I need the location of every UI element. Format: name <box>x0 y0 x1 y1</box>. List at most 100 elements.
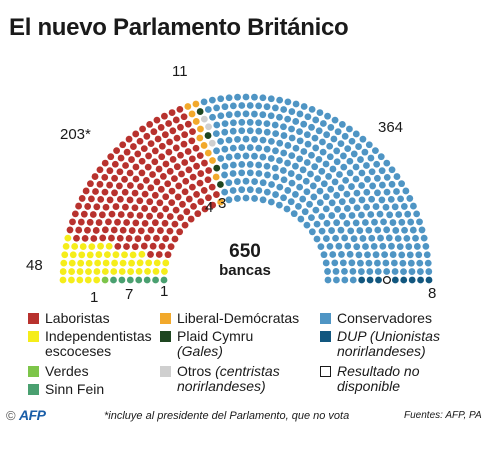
seat-dot <box>251 93 258 101</box>
seat-dot <box>303 221 311 229</box>
seat-dot <box>101 268 109 275</box>
seat-dot <box>259 94 267 102</box>
seat-dot <box>333 219 341 227</box>
seat-dot <box>234 135 241 143</box>
seat-dot <box>85 259 93 267</box>
seat-dot <box>143 132 151 140</box>
legend-label: Liberal-Demócratas <box>177 310 300 326</box>
seat-dot <box>196 152 204 160</box>
seat-dot <box>119 226 127 234</box>
seat-dot <box>287 170 295 177</box>
seat-dot <box>296 128 303 136</box>
seat-dot <box>92 227 100 234</box>
seat-dot <box>181 221 189 229</box>
seat-dot <box>213 147 220 155</box>
seat-dot <box>166 138 173 146</box>
seat-dot <box>162 160 170 168</box>
seat-dot <box>280 106 288 113</box>
seat-dot <box>316 187 324 195</box>
seat-dot <box>378 167 386 175</box>
seat-dot <box>79 243 87 250</box>
seat-dot <box>188 183 196 191</box>
seat-dot <box>320 251 328 259</box>
seat-dot <box>380 218 387 226</box>
legend-sublabel: norirlandeses) <box>337 343 426 359</box>
seat-dot <box>78 195 86 202</box>
seat-dot <box>381 251 389 258</box>
legend-swatch <box>28 384 39 395</box>
seat-dot <box>337 140 345 148</box>
seat-dot <box>134 150 142 158</box>
seat-dot <box>212 130 220 138</box>
seat-dot <box>346 157 354 165</box>
seat-dot <box>151 147 159 155</box>
seat-dot <box>141 190 149 198</box>
seat-dot <box>229 102 237 110</box>
seat-dot <box>164 180 172 188</box>
seat-dot <box>398 218 406 226</box>
seat-dot <box>391 268 399 275</box>
seat-dot <box>284 115 292 123</box>
seat-dot <box>182 177 190 185</box>
seat-dot <box>161 131 169 139</box>
seat-dot <box>81 234 89 242</box>
seat-dot <box>221 120 229 128</box>
legend-item-no-disponible: Resultado no disponible <box>320 364 420 394</box>
seat-dot <box>101 159 109 167</box>
seat-dot <box>82 187 90 195</box>
seat-dot <box>213 164 221 172</box>
seat-dot <box>221 128 229 136</box>
seat-dot <box>76 268 84 275</box>
seat-dot <box>399 259 407 267</box>
seat-dot <box>390 259 398 267</box>
seat-dot <box>140 145 148 153</box>
seat-dot <box>326 243 334 250</box>
seat-dot <box>338 198 346 206</box>
seat-dot <box>341 276 349 284</box>
seat-dot <box>284 98 292 106</box>
seat-dot <box>168 109 176 116</box>
seat-dot <box>188 155 196 163</box>
seat-dot <box>410 202 417 210</box>
seat-dot <box>423 251 431 259</box>
chart-title: El nuevo Parlamento Británico <box>9 14 349 41</box>
seat-dot <box>334 205 341 213</box>
seat-dot <box>187 215 195 223</box>
seat-label-verdes: 1 <box>90 289 99 306</box>
footnote: *incluye al presidente del Parlamento, q… <box>104 410 350 422</box>
legend-sublabel: (Gales) <box>177 343 223 359</box>
seat-dot <box>346 125 353 133</box>
seat-dot <box>370 242 378 250</box>
seat-dot <box>145 152 152 160</box>
seat-dot <box>406 251 414 259</box>
seat-dot <box>302 177 310 185</box>
seat-dot <box>146 198 154 206</box>
seat-dot <box>225 111 233 119</box>
seat-dot <box>367 154 375 162</box>
seat-dot <box>114 218 121 226</box>
seat-dot <box>142 176 150 184</box>
seat-dot <box>318 167 326 175</box>
seat-dot <box>383 226 391 234</box>
seat-dot <box>349 267 357 275</box>
seat-dot <box>276 183 284 191</box>
seat-dot <box>315 127 323 135</box>
seat-dot <box>126 196 134 204</box>
seat-dot <box>251 178 259 185</box>
seat-dot <box>229 161 237 169</box>
seat-dot <box>151 158 159 166</box>
seat-dot <box>166 167 174 175</box>
seat-dot <box>303 188 311 196</box>
seat-dot <box>99 234 107 242</box>
seat-dot <box>137 227 145 235</box>
seat-dot <box>149 242 157 250</box>
seat-dot <box>162 259 170 267</box>
seat-dot <box>136 259 144 267</box>
legend-label: Independentistas <box>45 328 152 344</box>
seat-dot <box>393 173 401 180</box>
seat-dot <box>311 134 319 142</box>
seat-dot <box>246 169 254 177</box>
seat-dot <box>141 219 149 227</box>
seat-dot <box>189 128 196 136</box>
seat-dot <box>271 164 279 172</box>
